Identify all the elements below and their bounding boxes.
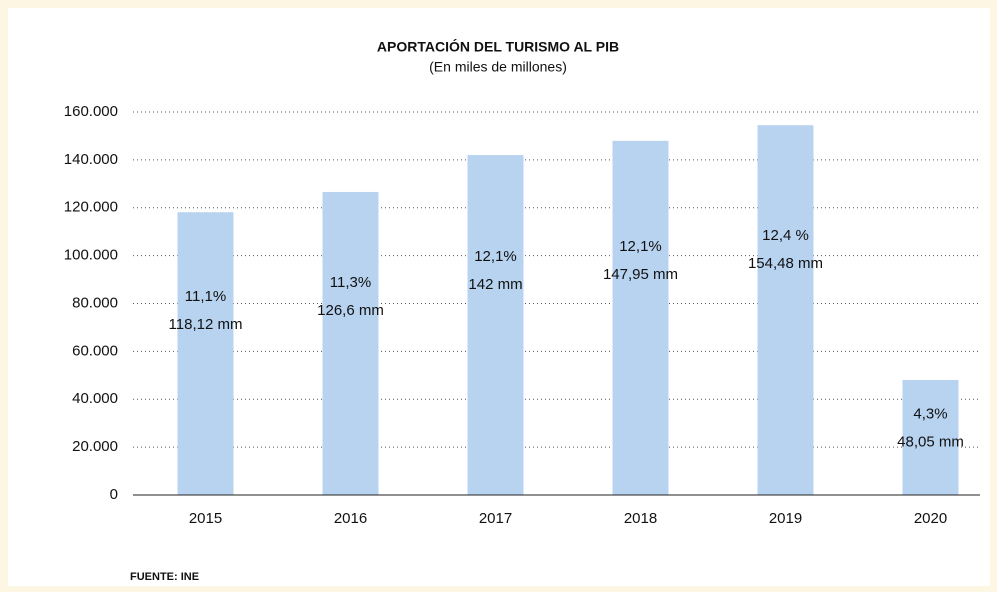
x-tick-label: 2016 bbox=[334, 510, 367, 527]
chart-subtitle: (En miles de millones) bbox=[429, 59, 567, 75]
share-label: 11,1% bbox=[185, 288, 226, 305]
bar bbox=[902, 379, 959, 495]
y-tick-label: 140.000 bbox=[64, 151, 118, 168]
value-label: 147,95 mm bbox=[603, 266, 678, 283]
x-tick-label: 2015 bbox=[189, 510, 222, 527]
share-label: 12,4 % bbox=[762, 227, 809, 244]
bar bbox=[177, 212, 234, 495]
bar bbox=[322, 191, 379, 496]
y-tick-label: 120.000 bbox=[64, 199, 118, 216]
share-label: 12,1% bbox=[619, 238, 662, 255]
y-tick-label: 100.000 bbox=[64, 247, 118, 264]
value-label: 118,12 mm bbox=[169, 316, 243, 333]
share-label: 4,3% bbox=[913, 405, 947, 422]
value-label: 48,05 mm bbox=[897, 433, 964, 450]
share-label: 11,3% bbox=[330, 274, 371, 291]
y-tick-label: 80.000 bbox=[72, 294, 118, 311]
y-tick-label: 0 bbox=[110, 486, 118, 503]
share-label: 12,1% bbox=[474, 248, 517, 265]
source: FUENTE: INE bbox=[130, 571, 199, 583]
y-tick-label: 20.000 bbox=[72, 438, 118, 455]
x-tick-label: 2018 bbox=[624, 510, 657, 527]
chart-title: APORTACIÓN DEL TURISMO AL PIB bbox=[377, 38, 619, 55]
y-tick-label: 60.000 bbox=[72, 342, 118, 359]
x-tick-label: 2020 bbox=[914, 510, 947, 527]
bar bbox=[757, 125, 814, 495]
x-tick-label: 2019 bbox=[769, 510, 802, 527]
x-tick-label: 2017 bbox=[479, 510, 512, 527]
value-label: 154,48 mm bbox=[748, 255, 823, 272]
y-tick-label: 160.000 bbox=[64, 103, 118, 120]
y-tick-label: 40.000 bbox=[72, 390, 118, 407]
value-label: 126,6 mm bbox=[317, 302, 384, 319]
bar bbox=[467, 155, 524, 495]
value-label: 142 mm bbox=[468, 276, 522, 293]
bar bbox=[612, 140, 669, 496]
